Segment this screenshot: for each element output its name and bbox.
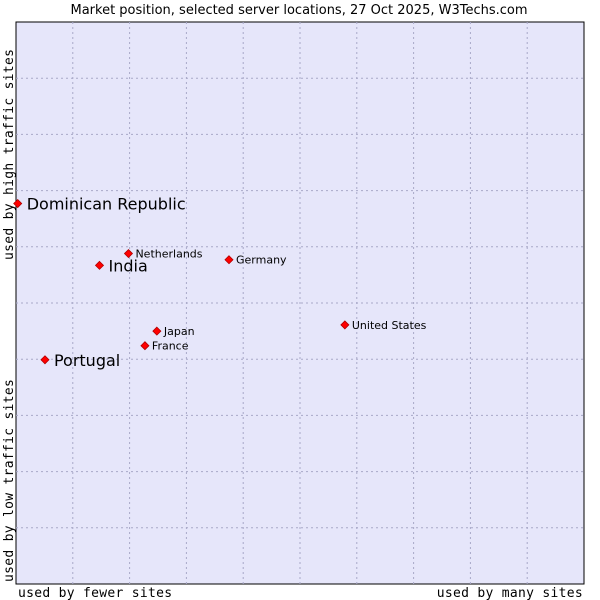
data-label-japan: Japan xyxy=(163,325,195,338)
grid-lines xyxy=(16,22,584,584)
data-point-portugal xyxy=(40,355,50,365)
data-label-portugal: Portugal xyxy=(54,351,120,370)
data-label-france: France xyxy=(152,340,189,353)
data-point-united-states xyxy=(340,320,350,330)
data-label-dominican-republic: Dominican Republic xyxy=(27,195,186,214)
data-point-germany xyxy=(224,255,234,265)
data-point-netherlands xyxy=(123,248,134,259)
data-label-netherlands: Netherlands xyxy=(135,248,202,261)
data-label-united-states: United States xyxy=(352,319,427,332)
x-axis-label-left: used by fewer sites xyxy=(18,586,172,600)
chart-title: Market position, selected server locatio… xyxy=(70,3,527,18)
data-points: Dominican Republic Netherlands Germany Indi… xyxy=(13,195,427,370)
data-label-germany: Germany xyxy=(236,254,287,267)
data-label-india: India xyxy=(108,256,147,275)
data-point-india xyxy=(94,260,105,270)
data-point-japan xyxy=(152,326,162,336)
y-axis-label-bottom: used by low traffic sites xyxy=(2,379,17,582)
data-point-dominican-republic xyxy=(13,198,23,209)
x-axis-label-right: used by many sites xyxy=(437,586,583,600)
y-axis-label-top: used by high traffic sites xyxy=(2,49,17,260)
data-point-france xyxy=(140,341,150,351)
